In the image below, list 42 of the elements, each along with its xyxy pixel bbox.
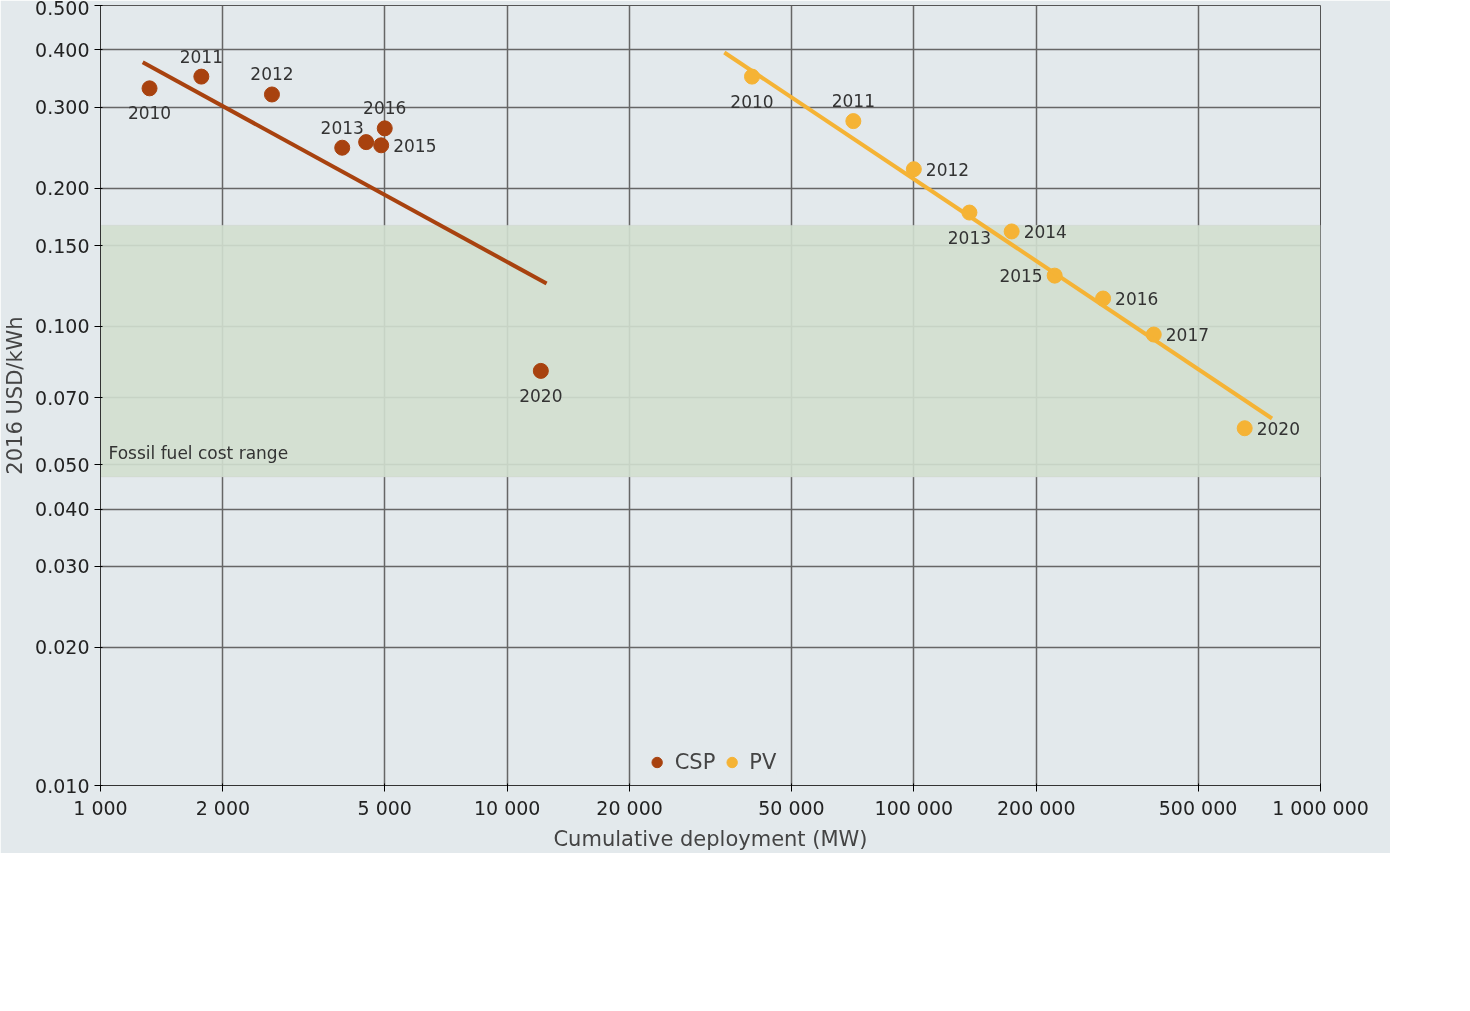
- annotation: 2011: [179, 46, 223, 67]
- x-tick-label: 500 000: [1158, 796, 1238, 819]
- y-tick-label: 0.020: [35, 636, 90, 659]
- x-tick-label: 1 000 000: [1272, 796, 1369, 819]
- y-tick-label: 0.300: [35, 96, 90, 119]
- annotation: 2012: [925, 159, 970, 180]
- annotation: 2015: [999, 266, 1043, 287]
- x-tick-label: 20 000: [596, 796, 663, 819]
- y-tick-label: 0.050: [35, 453, 90, 476]
- annotation: 2010: [730, 91, 774, 112]
- annotation: 2017: [1165, 325, 1210, 346]
- annotation: 2020: [1256, 418, 1300, 439]
- x-tick-label: 100 000: [874, 796, 954, 819]
- legend-label: PV: [749, 750, 777, 774]
- annotation: 2014: [1023, 221, 1067, 242]
- y-tick-label: 0.070: [35, 386, 90, 409]
- x-tick-label: 10 000: [473, 796, 541, 819]
- y-tick-label: 0.150: [35, 234, 90, 257]
- annotation: 2010: [127, 103, 172, 124]
- annotation: 2013: [947, 227, 992, 248]
- y-tick-label: 0.400: [35, 38, 90, 61]
- x-tick-label: 1 000: [73, 796, 128, 819]
- y-tick-label: 0.200: [35, 177, 90, 200]
- annotation: 2013: [320, 117, 364, 138]
- y-tick-label: 0.500: [35, 0, 90, 19]
- x-axis-title: Cumulative deployment (MW): [553, 826, 868, 851]
- annotation: 2011: [831, 91, 875, 112]
- x-tick-label: 5 000: [357, 796, 412, 819]
- y-tick-label: 0.100: [35, 315, 90, 338]
- annotation: 2016: [1115, 289, 1159, 310]
- band-label: Fossil fuel cost range: [108, 442, 289, 463]
- y-tick-label: 0.010: [35, 774, 90, 797]
- annotation: 2020: [519, 385, 563, 406]
- y-tick-label: 0.030: [35, 555, 90, 578]
- x-tick-label: 50 000: [758, 796, 825, 819]
- annotation: 2015: [393, 135, 437, 156]
- legend-label: CSP: [674, 750, 716, 774]
- y-axis-title: 2016 USD/kWh: [3, 316, 28, 475]
- x-tick-label: 2 000: [195, 796, 251, 819]
- annotation: 2012: [250, 64, 294, 85]
- y-tick-label: 0.040: [35, 498, 90, 521]
- x-tick-label: 200 000: [996, 796, 1076, 819]
